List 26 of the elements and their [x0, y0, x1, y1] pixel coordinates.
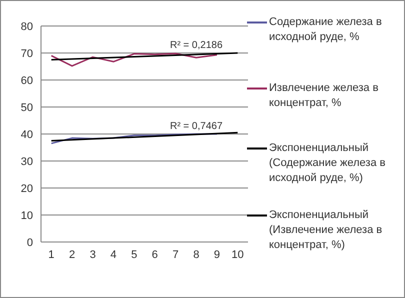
x-tick-label: 3: [90, 248, 96, 261]
x-tick-label: 7: [172, 248, 179, 261]
x-tick-label: 2: [68, 248, 76, 261]
y-tick-label: 60: [20, 74, 33, 87]
x-tick-label: 6: [152, 248, 158, 261]
y-tick-label: 50: [20, 102, 33, 114]
line-series: [50, 52, 218, 67]
x-tick-label: 4: [110, 248, 117, 261]
legend-label: Экспоненциальный (Содержание железа в исходной руде, %): [269, 141, 386, 186]
y-tick-label: 80: [20, 20, 33, 33]
x-tick-label: 5: [131, 248, 138, 261]
y-tick-label: 20: [20, 182, 33, 195]
x-tick-label: 9: [214, 248, 220, 261]
y-tick-label: 10: [20, 210, 33, 222]
x-tick-label: 1: [48, 248, 54, 261]
x-tick-label: 8: [193, 248, 200, 261]
legend-label: Экспоненциальный (Извлечение железа в концентрат, %): [269, 208, 384, 253]
y-tick-label: 40: [20, 128, 33, 141]
x-tick-label: 10: [232, 248, 244, 261]
y-tick-label: 30: [20, 156, 33, 168]
legend-label: Содержание железа в исходной руде, %: [269, 15, 383, 45]
annotation: R² = 0,7467: [170, 121, 223, 132]
annotation: R² = 0,2186: [170, 40, 223, 51]
legend-label: Извлечение железа в концентрат, %: [269, 81, 380, 111]
y-tick-label: 70: [20, 48, 33, 60]
y-tick-label: 0: [26, 236, 33, 249]
